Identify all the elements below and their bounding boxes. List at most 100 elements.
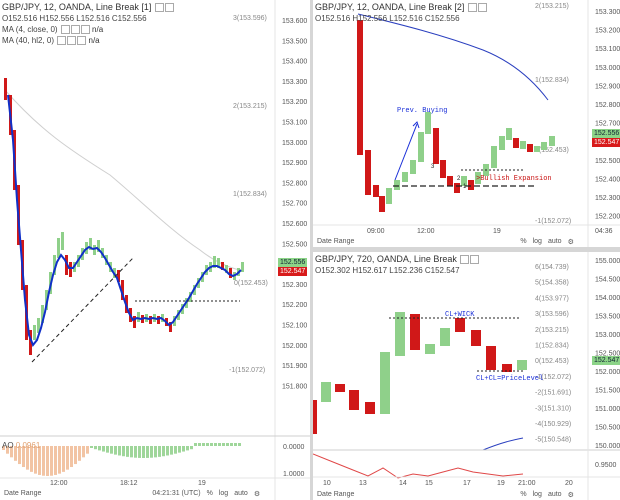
eye-icon[interactable]	[60, 25, 70, 35]
fib-label: 1(152.834)	[233, 191, 267, 198]
date-range-button[interactable]: Date Range	[317, 491, 355, 498]
settings-icon[interactable]: ⚙	[567, 238, 574, 246]
price-tick: 153.200	[282, 99, 307, 106]
settings-icon[interactable]: ⚙	[567, 491, 574, 499]
date-range-button[interactable]: Date Range	[4, 490, 42, 497]
price-tick: 152.700	[282, 201, 307, 208]
auto-toggle[interactable]: auto	[234, 490, 248, 497]
br-ohlc: O152.302 H152.617 L152.236 C152.547	[315, 266, 460, 275]
left-candles	[4, 78, 244, 355]
bull-candle	[57, 238, 60, 258]
left-chart-canvas[interactable]: 153.600 153.500 153.400 153.300 153.200 153.1…	[0, 0, 310, 500]
fib-label: 1(152.834)	[535, 77, 569, 84]
bottom-right-chart-pane[interactable]: GBP/JPY, 720, OANDA, Line Break O152.302…	[313, 252, 620, 500]
tr-chart-canvas[interactable]: 153.300 153.200 153.100 153.000 152.900 152.8…	[313, 0, 620, 247]
tr-chart-title: GBP/JPY, 12, OANDA, Line Break [2]	[315, 2, 465, 12]
percent-toggle[interactable]: %	[520, 491, 527, 498]
ao-bar	[42, 446, 45, 476]
br-chart-canvas[interactable]: 155.000 154.500 154.000 153.500 153.000 152.5…	[313, 252, 620, 500]
time-tick: 21:00	[518, 480, 536, 487]
fib-label: 3(153.596)	[535, 311, 569, 318]
bear-candle	[121, 280, 124, 300]
settings-icon[interactable]	[154, 3, 164, 13]
time-tick: 13	[359, 480, 367, 487]
bull-candle	[37, 318, 40, 333]
close-icon[interactable]	[80, 25, 90, 35]
ao-bar	[26, 446, 29, 470]
fib-label: 3(153.596)	[233, 15, 267, 22]
price-tick: 155.000	[595, 258, 620, 265]
bear-candle	[221, 262, 224, 270]
price-tick: 153.000	[282, 140, 307, 147]
log-toggle[interactable]: log	[532, 238, 542, 245]
price-tick: 153.300	[282, 79, 307, 86]
bear-candle	[410, 314, 420, 350]
bear-candle	[335, 384, 345, 392]
log-toggle[interactable]: log	[532, 491, 542, 498]
settings-icon[interactable]: ⚙	[253, 490, 261, 498]
ao-tick: 1.0000	[283, 471, 305, 478]
settings-icon[interactable]	[70, 25, 80, 35]
price-tick: 153.400	[282, 59, 307, 66]
fib-label: 5(154.358)	[535, 280, 569, 287]
close-icon[interactable]	[477, 3, 487, 13]
settings-icon[interactable]	[467, 3, 477, 13]
ao-bar	[234, 443, 237, 446]
ao-bar	[6, 446, 9, 454]
settings-icon[interactable]	[67, 36, 77, 46]
bull-candle	[241, 262, 244, 272]
bull-candle	[425, 344, 435, 354]
price-tick: 153.000	[595, 332, 620, 339]
close-icon[interactable]	[164, 3, 174, 13]
br-candles	[313, 312, 527, 434]
ao-bar	[138, 446, 141, 458]
eye-icon[interactable]	[57, 36, 67, 46]
bear-candle	[447, 176, 453, 186]
bull-candle	[549, 136, 555, 146]
ma-fast-label[interactable]: MA (4, close, 0)	[2, 25, 58, 34]
bull-candle	[321, 382, 331, 402]
date-range-button[interactable]: Date Range	[317, 238, 355, 245]
close-icon[interactable]	[470, 255, 480, 265]
close-icon[interactable]	[77, 36, 87, 46]
auto-toggle[interactable]: auto	[547, 238, 562, 245]
bear-candle	[513, 138, 519, 148]
bear-candle	[29, 330, 32, 355]
ao-bar	[70, 446, 73, 468]
bull-candle	[41, 305, 44, 323]
bull-candle	[33, 325, 36, 340]
ao-bar	[114, 446, 117, 455]
log-toggle[interactable]: log	[218, 490, 229, 497]
bull-candle	[402, 172, 408, 182]
percent-toggle[interactable]: %	[520, 238, 527, 245]
br-time-axis: 10 13 14 15 17 19 21:00 20	[323, 480, 573, 487]
percent-toggle[interactable]: %	[206, 490, 213, 497]
ao-bar	[218, 443, 221, 446]
auto-toggle[interactable]: auto	[547, 491, 562, 498]
ao-bar	[210, 443, 213, 446]
price-tick: 150.500	[595, 425, 620, 432]
top-right-chart-pane[interactable]: GBP/JPY, 12, OANDA, Line Break [2] O152.…	[313, 0, 620, 247]
ao-bar	[22, 446, 25, 468]
pane-divider-vertical[interactable]	[310, 0, 313, 500]
time-tick: 15	[425, 480, 433, 487]
fib-label: -2(151.691)	[535, 390, 571, 397]
trend-line	[31, 257, 134, 363]
fib-label: 2(153.215)	[233, 103, 267, 110]
ao-bar	[90, 446, 93, 448]
oscillator-line	[313, 453, 524, 479]
ma-slow-label[interactable]: MA (40, hl2, 0)	[2, 36, 55, 45]
left-chart-pane[interactable]: GBP/JPY, 12, OANDA, Line Break [1] O152.…	[0, 0, 310, 500]
fib-label: 1(152.834)	[535, 343, 569, 350]
ao-label[interactable]: AO	[2, 441, 14, 450]
cl-wick-label: CL+WICK	[445, 311, 475, 319]
ao-bar	[94, 446, 97, 450]
bear-candle	[468, 180, 474, 190]
bull-candle	[425, 112, 431, 134]
fib-label: -1(152.072)	[535, 218, 571, 225]
bull-candle	[491, 146, 497, 168]
pane-divider-horizontal[interactable]	[313, 247, 620, 252]
bull-candle	[137, 312, 140, 322]
ao-bar	[98, 446, 101, 451]
settings-icon[interactable]	[460, 255, 470, 265]
